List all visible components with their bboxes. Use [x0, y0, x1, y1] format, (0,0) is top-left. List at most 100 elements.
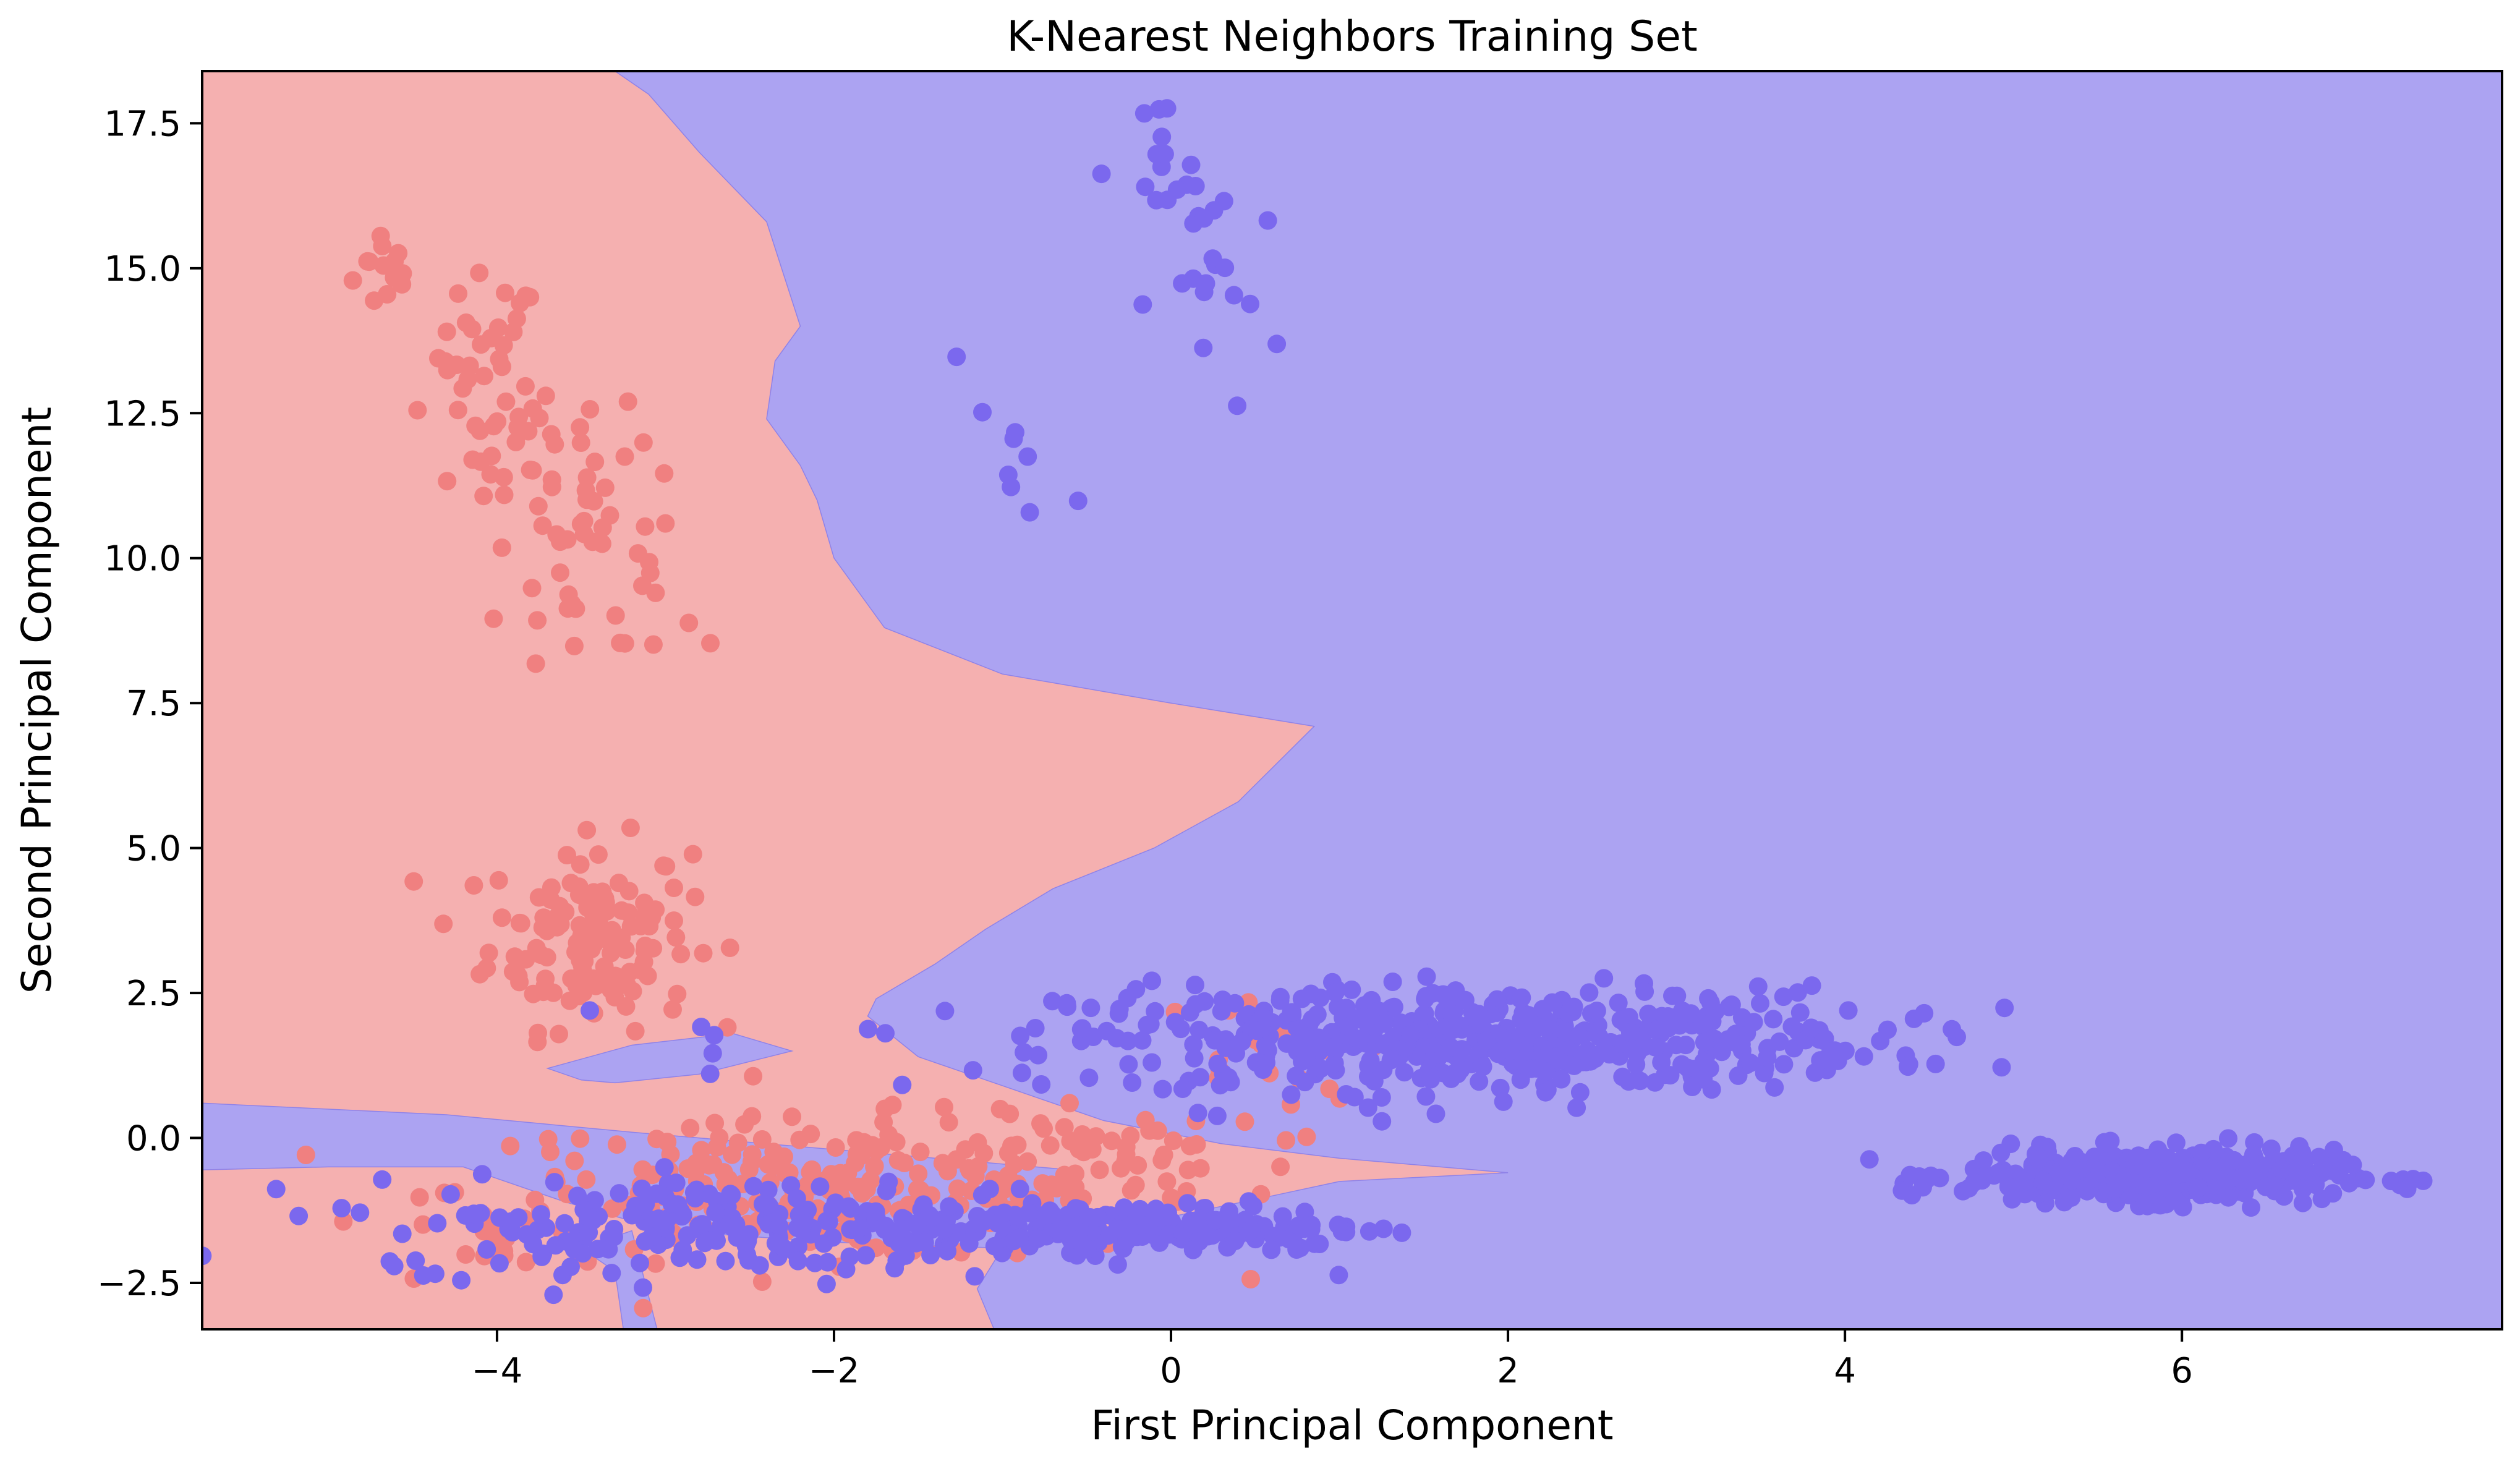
class-1-point [1185, 1049, 1204, 1068]
class-1-point [1594, 1042, 1612, 1061]
class-0-point [492, 357, 511, 377]
class-0-point [743, 1145, 762, 1164]
class-1-point [477, 1240, 496, 1259]
class-0-point [521, 287, 540, 307]
class-0-point [475, 367, 493, 386]
class-1-point [759, 1195, 778, 1214]
class-1-series [202, 99, 2433, 1305]
y-tick-label: 15.0 [104, 249, 181, 289]
class-0-point [1041, 1136, 1060, 1155]
class-0-point [720, 939, 739, 957]
class-0-point [542, 425, 561, 444]
y-tick-label: 0.0 [126, 1119, 181, 1159]
class-0-point [1320, 1079, 1339, 1099]
class-1-point [836, 1259, 856, 1279]
class-1-point [1619, 1072, 1638, 1091]
class-0-point [635, 893, 654, 913]
class-1-point [1609, 994, 1628, 1013]
class-1-point [1337, 998, 1356, 1018]
class-1-point [2119, 1186, 2139, 1204]
class-1-point [2382, 1172, 2401, 1191]
class-1-point [425, 1264, 445, 1284]
class-1-point [935, 1002, 955, 1021]
class-1-point [1286, 1034, 1305, 1054]
class-0-point [743, 1107, 762, 1126]
class-0-point [948, 1179, 967, 1198]
class-0-point [1062, 1172, 1080, 1191]
class-1-point [793, 1214, 812, 1233]
class-1-point [578, 1207, 597, 1226]
class-1-point [1081, 998, 1100, 1018]
class-1-point [1770, 1032, 1789, 1051]
class-1-point [1587, 1002, 1606, 1020]
class-0-point [616, 940, 635, 959]
class-1-point [2138, 1177, 2156, 1196]
class-1-point [2219, 1129, 2237, 1148]
class-0-point [569, 885, 589, 905]
class-0-point [879, 1125, 898, 1144]
class-1-point [1442, 1005, 1462, 1024]
class-1-point [1374, 1060, 1393, 1079]
class-0-point [666, 928, 686, 947]
class-1-point [1699, 989, 1718, 1008]
class-0-point [414, 1215, 433, 1234]
class-0-point [528, 611, 547, 630]
class-1-point [568, 1186, 587, 1206]
class-0-point [974, 1144, 994, 1163]
class-1-point [561, 1258, 580, 1276]
class-0-point [584, 883, 603, 902]
class-1-point [1026, 1019, 1045, 1037]
class-1-point [1556, 1023, 1575, 1042]
class-1-point [1119, 1055, 1138, 1074]
class-0-point [511, 914, 530, 933]
class-1-point [1473, 1057, 1492, 1076]
class-0-point [296, 1146, 315, 1164]
class-1-point [1188, 1104, 1207, 1123]
class-0-point [1042, 1175, 1061, 1194]
class-1-point [1992, 1058, 2011, 1077]
class-0-point [434, 914, 453, 934]
class-0-point [571, 1129, 590, 1148]
class-1-point [1790, 1003, 1810, 1022]
class-1-point [1635, 982, 1654, 1001]
class-1-point [922, 1208, 941, 1227]
class-1-point [2113, 1172, 2132, 1191]
class-1-point [1010, 1180, 1029, 1199]
class-1-point [1133, 295, 1152, 314]
class-1-point [826, 1193, 845, 1212]
class-0-point [634, 1298, 653, 1318]
class-0-point [623, 982, 642, 1001]
class-0-point [1102, 1131, 1122, 1151]
class-1-point [2095, 1133, 2114, 1152]
class-1-point [1012, 1063, 1031, 1083]
class-1-point [1273, 1207, 1292, 1226]
class-1-point [1839, 1001, 1858, 1020]
class-1-point [1211, 1076, 1230, 1095]
class-1-point [1627, 1055, 1646, 1074]
class-0-point [541, 890, 560, 909]
class-0-point [496, 392, 516, 411]
class-0-point [646, 1254, 665, 1273]
x-axis-title: First Principal Component [1091, 1402, 1613, 1449]
class-1-point [716, 1251, 735, 1271]
class-0-point [570, 916, 589, 935]
class-1-point [1681, 1004, 1700, 1023]
class-0-point [1055, 1118, 1074, 1137]
class-1-point [968, 1207, 987, 1225]
class-1-point [1295, 1073, 1314, 1092]
class-0-point [1074, 1143, 1093, 1162]
class-1-point [573, 1244, 592, 1263]
class-1-point [1256, 1036, 1275, 1055]
class-0-point [436, 352, 455, 371]
class-1-point [692, 1018, 711, 1037]
class-0-point [602, 943, 620, 963]
class-1-point [1527, 1059, 1546, 1078]
class-0-point [1191, 1159, 1210, 1178]
class-1-point [1139, 1216, 1158, 1235]
class-1-point [1337, 1085, 1356, 1104]
class-0-point [612, 901, 631, 920]
class-0-point [646, 583, 665, 602]
class-1-point [1758, 1048, 1777, 1067]
class-0-point [665, 911, 683, 930]
class-1-point [1729, 1066, 1748, 1085]
